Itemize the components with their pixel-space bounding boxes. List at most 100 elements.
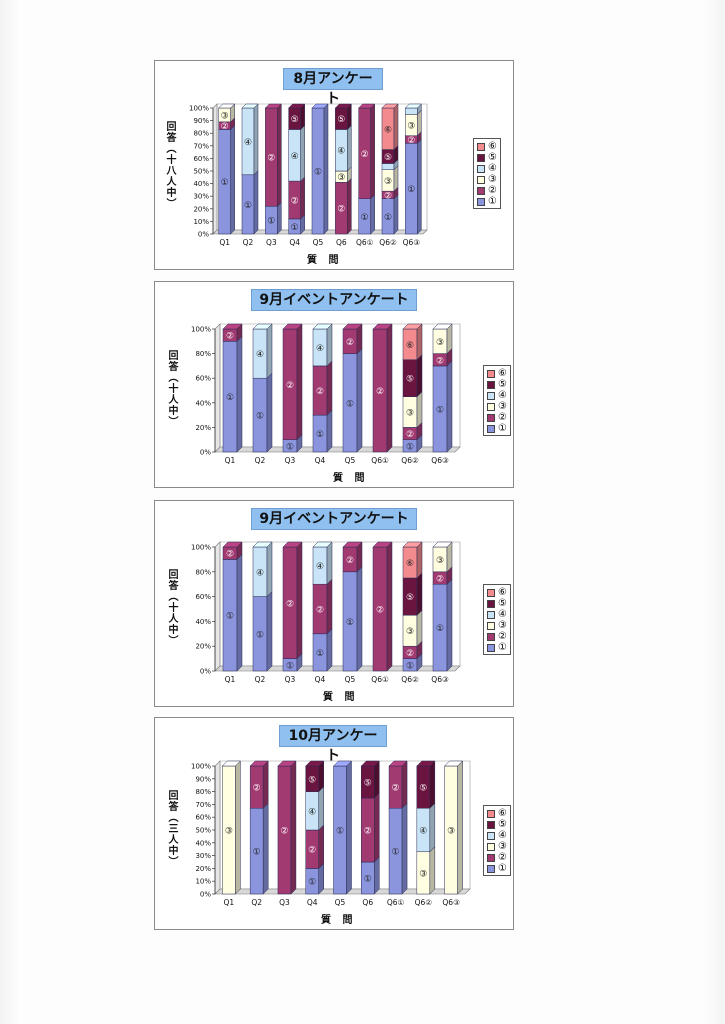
y-tick-label: 100% (191, 326, 211, 334)
chart-title: 9月イベントアンケート (251, 289, 417, 311)
legend-label: ② (498, 852, 507, 863)
x-tick-label: Q6① (371, 456, 389, 465)
legend-item: ② (477, 185, 497, 196)
segment-label: ③ (436, 556, 444, 566)
legend-swatch (477, 197, 485, 206)
segment-label: ③ (447, 827, 455, 837)
y-tick-label: 90% (193, 117, 209, 125)
legend-item: ① (477, 196, 497, 207)
legend-swatch (487, 599, 495, 608)
segment-label: ① (406, 661, 414, 671)
segment-label: ③ (221, 111, 229, 121)
segment-label: ② (226, 550, 234, 560)
segment-label: ② (316, 387, 324, 397)
legend-item: ④ (487, 390, 507, 401)
legend-swatch (487, 831, 495, 840)
legend-swatch (487, 380, 495, 389)
legend-swatch (487, 842, 495, 851)
segment-label: ② (407, 136, 415, 146)
bar-segment: ① (252, 590, 273, 672)
bar-segment: ② (264, 103, 282, 207)
legend-label: ⑥ (488, 141, 497, 152)
segment-label: ⑤ (337, 115, 345, 125)
bar-segment: ② (249, 760, 269, 809)
bar-segment: ③ (416, 846, 436, 895)
segment-label: ④ (291, 152, 299, 162)
x-tick-label: Q5 (335, 898, 346, 907)
legend-swatch (477, 175, 485, 184)
chart-panel-august: 8月アンケート 回答（十八人中） 質 問 0% 10% 20% 30% 40% 50% 60… (154, 60, 514, 270)
legend-label: ⑥ (498, 587, 507, 598)
legend-item: ① (487, 423, 507, 434)
chart-panel-september-1: 9月イベントアンケート 回答（十人中） 質 問 0% 20% 40% 60% 80% 10… (154, 281, 514, 488)
stacked-bar-chart: 0% 20% 40% 60% 80% 100% ① ② Q1 ① ④ Q2 ① ② Q3 ① ② ④ Q4 ① ② Q5 ②… (191, 541, 461, 684)
y-tick-label: 20% (195, 865, 211, 873)
chart-panel-september-2: 9月イベントアンケート 回答（十人中） 質 問 0% 20% 40% 60% 80% 10… (154, 500, 514, 707)
bar-segment: ③ (402, 391, 423, 429)
y-tick-label: 0% (200, 668, 211, 676)
y-tick-label: 20% (195, 424, 211, 432)
chart-title: 8月アンケート (283, 68, 383, 107)
bar-segment: ① (264, 201, 282, 235)
legend-item: ① (487, 642, 507, 653)
bar-segment: ① (404, 138, 422, 235)
x-tick-label: Q2 (255, 675, 266, 684)
segment-label: ② (253, 784, 261, 794)
bar-segment: ② (372, 541, 393, 672)
legend-label: ① (488, 196, 497, 207)
segment-label: ① (226, 393, 234, 403)
x-tick-label: Q6② (401, 675, 419, 684)
segment-label: ④ (308, 807, 316, 817)
y-tick-label: 60% (193, 155, 209, 163)
bar-segment: ⑤ (360, 760, 380, 799)
segment-label: ④ (419, 827, 427, 837)
segment-label: ④ (316, 344, 324, 354)
legend-label: ② (498, 631, 507, 642)
bar-segment: ⑥ (381, 103, 399, 151)
x-tick-label: Q5 (345, 675, 356, 684)
bar-segment: ① (222, 553, 243, 672)
bar-segment (404, 103, 422, 115)
bar-segment: ① (342, 347, 363, 453)
y-tick-label: 80% (195, 350, 211, 358)
bar-segment: ② (372, 323, 393, 453)
bar-segment: ① (332, 760, 353, 895)
legend-item: ⑤ (487, 598, 507, 609)
legend-swatch (487, 424, 495, 433)
legend-swatch (477, 153, 485, 162)
bar-segment: ① (249, 802, 269, 895)
bar-segment: ① (218, 124, 236, 235)
legend-label: ④ (498, 830, 507, 841)
segment-label: ② (291, 196, 299, 206)
y-tick-label: 40% (195, 399, 211, 407)
x-tick-label: Q6① (371, 675, 389, 684)
segment-label: ③ (419, 869, 427, 879)
segment-label: ④ (337, 147, 345, 157)
bar-segment: ④ (241, 103, 259, 176)
legend-swatch (487, 391, 495, 400)
segment-label: ① (346, 399, 354, 409)
bar-segment: ③ (221, 760, 241, 895)
bar-segment: ④ (288, 124, 306, 182)
bar-segment: ④ (252, 323, 273, 379)
legend-item: ③ (487, 620, 507, 631)
segment-label: ② (406, 649, 414, 659)
y-axis-label: 回答（十人中） (166, 569, 177, 646)
segment-label: ③ (337, 173, 345, 183)
legend-swatch (487, 369, 495, 378)
bar-segment: ⑤ (402, 354, 423, 398)
segment-label: ① (384, 213, 392, 223)
x-tick-label: Q1 (224, 898, 235, 907)
y-tick-label: 70% (195, 801, 211, 809)
x-tick-label: Q3 (285, 675, 296, 684)
segment-label: ④ (256, 568, 264, 578)
segment-label: ① (291, 223, 299, 233)
x-tick-label: Q6③ (403, 238, 421, 247)
y-tick-label: 100% (191, 763, 211, 771)
x-tick-label: Q6 (336, 238, 347, 247)
y-tick-label: 0% (200, 891, 211, 899)
legend-swatch (487, 610, 495, 619)
segment-label: ② (376, 606, 384, 616)
segment-label: ① (314, 168, 322, 178)
x-tick-label: Q4 (289, 238, 300, 247)
